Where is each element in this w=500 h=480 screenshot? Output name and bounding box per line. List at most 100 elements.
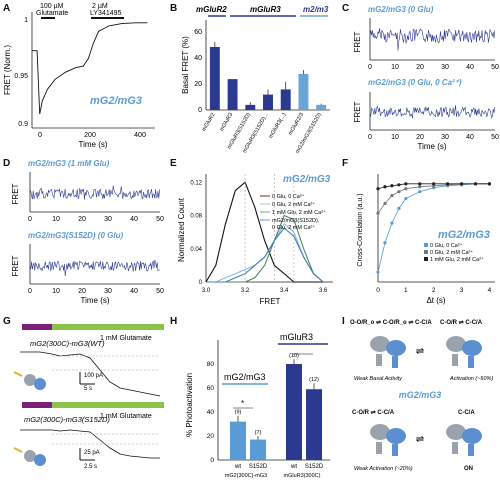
d-xtick: 30 bbox=[104, 216, 112, 223]
f-xtick: 0 bbox=[376, 287, 380, 294]
b-bar bbox=[263, 94, 273, 110]
b-category-label: mGluR3(...) bbox=[268, 112, 287, 140]
f-ylabel: Cross-Correlation (a.u.) bbox=[357, 193, 364, 266]
a-annot-glu-1: 100 µM bbox=[40, 3, 64, 10]
c-trace-2 bbox=[369, 105, 496, 120]
h-ytick: 80 bbox=[207, 361, 215, 368]
h-ytick: 60 bbox=[207, 385, 215, 392]
a-annot-ly-2: LY341495 bbox=[90, 10, 122, 17]
e-legend-entry: 0 Glu, 2 mM Ca²⁺ bbox=[272, 201, 315, 208]
c-xtick: 30 bbox=[441, 64, 449, 71]
c-xtick: 50 bbox=[491, 134, 499, 141]
a-ylabel: FRET (Norm.) bbox=[3, 45, 12, 95]
h-n-label: (12) bbox=[309, 377, 319, 383]
d-title1: mG2/mG3 (1 mM Glu) bbox=[28, 159, 110, 168]
g-scale1-pa: 100 pA bbox=[84, 373, 103, 379]
b-group-label: m2/m3 bbox=[303, 5, 329, 14]
g-trace1-label: mG2(300C)-mG3(WT) bbox=[30, 339, 105, 348]
f-legend: 0 Glu, 0 Ca²⁺ 0 Glu, 2 mM Ca²⁺ 1 mM Glu,… bbox=[424, 242, 484, 263]
d-xtick: 10 bbox=[52, 216, 60, 223]
f-fit-line bbox=[377, 183, 490, 190]
b-ytick: 60 bbox=[194, 29, 202, 36]
h-category-label: wt bbox=[234, 464, 241, 470]
c-ylabel2: FRET bbox=[353, 101, 362, 122]
receptor-dimer-icon bbox=[446, 424, 482, 456]
b-category-label: mGluR2/3 bbox=[288, 112, 306, 136]
b-ytick: 40 bbox=[194, 55, 202, 62]
panel-d: D mG2/mG3 (1 mM Glu) FRET 0 10 20 30 40 … bbox=[0, 152, 168, 307]
g-trace-1 bbox=[20, 351, 161, 397]
c-xtick: 0 bbox=[368, 64, 372, 71]
f-xtick: 3 bbox=[460, 287, 464, 294]
c-xtick: 10 bbox=[391, 134, 399, 141]
e-legend-entry: 0 Glu, 0 Ca²⁺ bbox=[272, 193, 305, 200]
b-ytick: 20 bbox=[194, 81, 202, 88]
b-bar bbox=[298, 74, 309, 110]
e-ytick: 0 bbox=[199, 280, 203, 286]
a-ytick: 0.95 bbox=[14, 73, 28, 80]
panel-i: I O-O/R_o ⇌ C-O/R_o ⇌ C-C/A C-O/R ⇌ C-C/… bbox=[340, 310, 500, 480]
receptor-dimer-icon bbox=[446, 336, 482, 368]
f-legend-entry: 1 mM Glu, 2 mM Ca²⁺ bbox=[430, 256, 484, 263]
d-ylabel: FRET bbox=[11, 183, 20, 204]
e-series-line bbox=[205, 181, 324, 283]
e-legend: 0 Glu, 0 Ca²⁺ 0 Glu, 2 mM Ca²⁺ 1 mM Glu,… bbox=[260, 193, 326, 231]
e-xtick: 3.2 bbox=[241, 288, 250, 294]
i-label-basal: Weak Basal Activity bbox=[354, 376, 403, 382]
g-scale2-s: 2.5 s bbox=[84, 464, 97, 470]
panel-h: H % Photoactivation 0 20 40 60 80 (9) wt (7) S1… bbox=[168, 310, 338, 480]
a-construct: mG2/mG3 bbox=[90, 95, 142, 107]
h-xgroup: mG2(300C)-mG3 bbox=[225, 473, 267, 479]
g-scale2-pa: 25 pA bbox=[84, 450, 100, 456]
b-category-label: mGluR3 bbox=[219, 112, 234, 132]
e-xtick: 3.0 bbox=[202, 288, 211, 294]
receptor-dimer-icon bbox=[370, 336, 406, 368]
d-xtick: 50 bbox=[156, 216, 164, 223]
d-xtick: 40 bbox=[130, 288, 138, 295]
panel-letter: B bbox=[170, 3, 178, 14]
panel-b-chart: mGluR2 mGluR3 m2/m3 0 20 40 60 Basal FRE… bbox=[181, 5, 330, 155]
h-bar bbox=[230, 421, 246, 460]
f-xtick: 4 bbox=[488, 287, 492, 294]
a-xtick: 400 bbox=[134, 132, 146, 139]
b-bar bbox=[245, 104, 256, 110]
h-group2: mGluR3 bbox=[280, 332, 313, 342]
i-state-top-right: C-O/R ⇌ C-C/A bbox=[440, 318, 483, 326]
a-annot-ly-1: 2 µM bbox=[92, 3, 108, 10]
receptor-dimer-icon bbox=[370, 424, 406, 456]
d-xtick: 10 bbox=[52, 288, 60, 295]
g-bar-label: 1 mM Glutamate bbox=[100, 335, 152, 342]
panel-letter: A bbox=[3, 3, 11, 14]
panel-d-chart: mG2/mG3 (1 mM Glu) FRET 0 10 20 30 40 50… bbox=[11, 159, 164, 305]
h-n-label: (10) bbox=[289, 353, 299, 359]
d-xtick: 20 bbox=[78, 216, 86, 223]
f-xtick: 1 bbox=[404, 287, 408, 294]
h-xgroup: mGluR3(300C) bbox=[284, 473, 321, 479]
c-xtick: 40 bbox=[466, 134, 474, 141]
c-trace-1 bbox=[369, 28, 496, 51]
b-bar bbox=[209, 47, 220, 110]
e-ytick: 0.12 bbox=[190, 180, 202, 186]
panel-letter: E bbox=[170, 158, 177, 169]
c-xtick: 50 bbox=[491, 64, 499, 71]
panel-letter: I bbox=[342, 316, 345, 327]
panel-letter: D bbox=[3, 158, 11, 169]
c-xlabel: Time (s) bbox=[417, 142, 446, 151]
panel-g: G 1 mM Glutamate mG2(300C)-mG3(WT) 100 p… bbox=[0, 310, 168, 480]
h-bar bbox=[306, 389, 322, 460]
e-legend-entry: 1 mM Glu, 2 mM Ca²⁺ bbox=[272, 209, 326, 216]
g-trace2-label: mG2(300C)-mG3(S152D) bbox=[24, 415, 110, 424]
panel-e: E Normalized Count FRET mG2/mG3 0 0.04 0.0… bbox=[168, 152, 338, 307]
panel-f: F Cross-Correlation (a.u.) Δt (s) mG2/mG… bbox=[340, 152, 500, 307]
b-bar bbox=[280, 89, 291, 110]
i-label-act: Activation (~50%) bbox=[449, 376, 493, 382]
panel-c-chart: mG2/mG3 (0 Glu) FRET 0 10 20 30 40 50 mG… bbox=[353, 5, 499, 151]
d-xtick: 40 bbox=[130, 216, 138, 223]
d-xtick: 20 bbox=[78, 288, 86, 295]
f-point bbox=[376, 187, 380, 191]
h-n-label: (7) bbox=[255, 430, 262, 436]
panel-letter: C bbox=[342, 3, 350, 14]
a-xtick: 200 bbox=[84, 132, 96, 139]
h-group1: mG2/mG3 bbox=[224, 372, 266, 382]
c-title2: mG2/mG3 (0 Glu, 0 Ca²⁺) bbox=[368, 78, 462, 87]
